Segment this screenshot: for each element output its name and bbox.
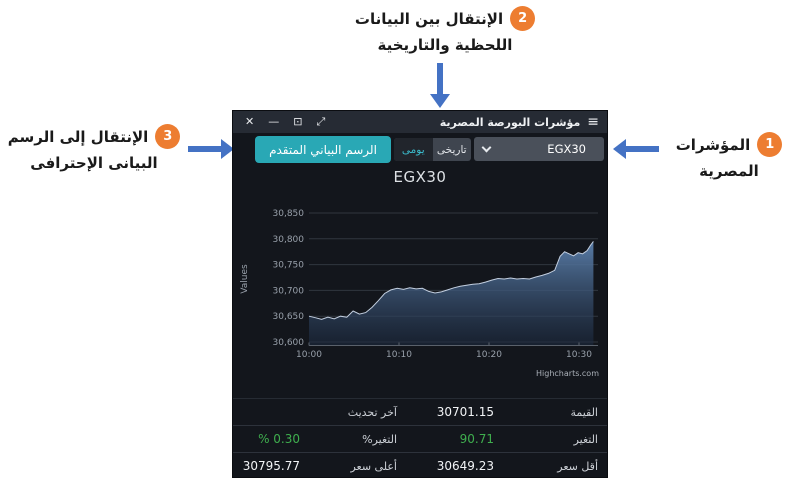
titlebar: ✕ — ⊡ ⤢ ≡ مؤشرات البورصة المصرية <box>233 111 607 133</box>
low-price-cell: 30649.23 <box>436 459 494 473</box>
change-label: التغير <box>573 432 598 446</box>
close-icon[interactable]: ✕ <box>245 115 255 128</box>
toggle-historical[interactable]: تاريخى <box>436 143 467 156</box>
svg-text:10:30: 10:30 <box>566 350 592 360</box>
right-arrow-icon <box>188 139 234 159</box>
step-2-badge: 2 <box>510 6 536 31</box>
period-toggle: تاريخى يومى <box>394 138 471 161</box>
window-title: مؤشرات البورصة المصرية <box>439 115 581 129</box>
index-dropdown[interactable]: EGX30 <box>474 137 604 161</box>
stats-table: القيمة 30701.15 آخر تحديث التغير 90.71 ا… <box>233 398 607 479</box>
value-label: القيمة <box>570 405 598 419</box>
annotation-2-text-line1: الإنتقال بين البيانات <box>354 9 504 28</box>
svg-text:30,800: 30,800 <box>273 235 305 245</box>
annotation-data-toggle: 2 الإنتقال بين البيانات اللحظية والتاريخ… <box>336 6 554 56</box>
annotation-1-text-line1: المؤشرات <box>675 135 751 154</box>
egx-indices-window: ✕ — ⊡ ⤢ ≡ مؤشرات البورصة المصرية EGX30 ت… <box>232 110 608 478</box>
annotation-1-text-line2: المصرية <box>699 162 759 180</box>
toggle-daily[interactable]: يومى <box>394 138 433 161</box>
chevron-down-icon <box>481 142 492 153</box>
window-controls: ✕ — ⊡ ⤢ <box>245 111 325 133</box>
change-cell: 90.71 <box>459 432 494 446</box>
table-row: أقل سعر 30649.23 أعلى سعر 30795.77 <box>233 452 607 479</box>
annotation-3-text-line2: البيانى الإحترافى <box>30 154 158 172</box>
low-price-label: أقل سعر <box>557 459 598 473</box>
annotation-3-text-line1: الإنتقال إلى الرسم <box>7 127 149 146</box>
table-row: التغير 90.71 التغير% % 0.30 <box>233 425 607 452</box>
minimize-icon[interactable]: — <box>268 115 280 128</box>
svg-text:30,650: 30,650 <box>273 312 305 322</box>
svg-text:Highcharts.com: Highcharts.com <box>536 369 599 378</box>
svg-text:30,600: 30,600 <box>273 338 305 348</box>
svg-text:30,750: 30,750 <box>273 261 305 271</box>
svg-text:10:00: 10:00 <box>296 350 322 360</box>
svg-text:30,700: 30,700 <box>273 286 305 296</box>
hamburger-menu-icon[interactable]: ≡ <box>587 114 599 130</box>
step-3-badge: 3 <box>155 124 181 149</box>
left-arrow-icon <box>613 139 659 159</box>
change-pct-label: التغير% <box>362 432 397 446</box>
value-cell: 30701.15 <box>436 405 494 419</box>
advanced-chart-button[interactable]: الرسم البياني المتقدم <box>255 136 391 163</box>
restore-icon[interactable]: ⊡ <box>293 115 303 128</box>
down-arrow-icon <box>430 63 450 108</box>
change-pct-cell: % 0.30 <box>258 432 300 446</box>
annotation-2-text-line2: اللحظية والتاريخية <box>377 36 513 54</box>
step-1-badge: 1 <box>757 132 783 157</box>
svg-text:30,850: 30,850 <box>273 209 305 219</box>
expand-icon[interactable]: ⤢ <box>316 115 326 128</box>
table-row: القيمة 30701.15 آخر تحديث <box>233 398 607 425</box>
last-update-label: آخر تحديث <box>347 405 397 419</box>
high-price-label: أعلى سعر <box>350 459 397 473</box>
price-chart: 30,600 30,650 30,700 30,750 30,800 30,850 10:0… <box>240 209 599 378</box>
svg-text:Values: Values <box>240 264 250 294</box>
svg-text:10:20: 10:20 <box>476 350 502 360</box>
annotation-advanced-chart: 3 الإنتقال إلى الرسم البيانى الإحترافى <box>2 124 186 174</box>
svg-text:10:10: 10:10 <box>386 350 412 360</box>
chart-title: EGX30 <box>393 168 447 186</box>
annotation-indices: 1 المؤشرات المصرية <box>660 132 798 182</box>
index-dropdown-value: EGX30 <box>547 142 586 156</box>
high-price-cell: 30795.77 <box>242 459 300 473</box>
